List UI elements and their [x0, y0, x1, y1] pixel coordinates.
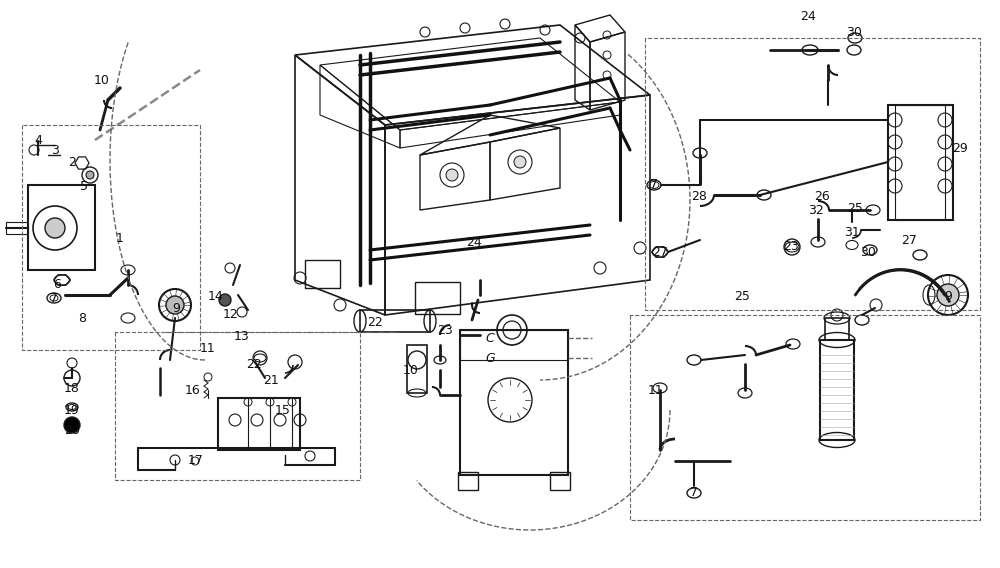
- Bar: [550, 472, 570, 490]
- Text: 18: 18: [64, 382, 80, 395]
- Circle shape: [446, 169, 458, 181]
- Text: 1: 1: [116, 232, 124, 244]
- Text: 22: 22: [246, 357, 262, 370]
- Bar: [460, 330, 568, 360]
- Text: 3: 3: [51, 144, 59, 157]
- Text: 27: 27: [652, 247, 668, 260]
- Text: 7: 7: [690, 486, 698, 499]
- Text: 2: 2: [68, 157, 76, 169]
- Text: 15: 15: [275, 403, 291, 416]
- Text: 25: 25: [734, 290, 750, 303]
- Text: 4: 4: [34, 135, 42, 148]
- Text: 9: 9: [944, 290, 952, 303]
- Text: 26: 26: [814, 190, 830, 203]
- Text: 24: 24: [466, 236, 482, 249]
- Text: 7: 7: [50, 291, 58, 304]
- Text: 19: 19: [64, 404, 80, 417]
- Circle shape: [166, 296, 184, 314]
- Text: 23: 23: [783, 240, 799, 253]
- Text: 6: 6: [53, 278, 61, 290]
- Bar: [305, 260, 340, 288]
- Text: 14: 14: [208, 290, 224, 303]
- Text: 20: 20: [64, 424, 80, 437]
- Bar: [460, 330, 568, 475]
- Circle shape: [219, 294, 231, 306]
- Text: 9: 9: [172, 302, 180, 315]
- Text: 8: 8: [78, 311, 86, 324]
- Text: 27: 27: [901, 235, 917, 248]
- Circle shape: [514, 156, 526, 168]
- Text: C: C: [486, 332, 494, 345]
- Bar: [6, 222, 28, 234]
- Text: 30: 30: [846, 27, 862, 40]
- Text: 17: 17: [188, 454, 204, 467]
- Text: 5: 5: [80, 179, 88, 193]
- Bar: [415, 282, 460, 314]
- Text: 22: 22: [367, 315, 383, 328]
- Text: 29: 29: [952, 143, 968, 156]
- Bar: [360, 310, 430, 332]
- Bar: [895, 105, 945, 220]
- Text: 23: 23: [437, 324, 453, 336]
- Text: 28: 28: [691, 190, 707, 203]
- Text: 11: 11: [648, 383, 664, 396]
- Circle shape: [937, 284, 959, 306]
- Bar: [888, 105, 953, 220]
- Circle shape: [86, 171, 94, 179]
- Text: 21: 21: [263, 374, 279, 387]
- Circle shape: [45, 218, 65, 238]
- Bar: [218, 398, 300, 450]
- Text: 7: 7: [650, 178, 658, 191]
- Circle shape: [64, 417, 80, 433]
- Bar: [825, 318, 849, 340]
- Text: 13: 13: [234, 331, 250, 344]
- Text: 30: 30: [860, 245, 876, 258]
- Text: 32: 32: [808, 204, 824, 218]
- Text: 10: 10: [94, 73, 110, 86]
- Text: 16: 16: [185, 383, 201, 396]
- Bar: [820, 340, 854, 440]
- Text: 25: 25: [847, 202, 863, 215]
- Text: 31: 31: [844, 225, 860, 239]
- Text: 11: 11: [200, 341, 216, 354]
- Text: 24: 24: [800, 10, 816, 23]
- Bar: [458, 472, 478, 490]
- Bar: [407, 345, 427, 393]
- Text: 12: 12: [223, 307, 239, 320]
- Text: 10: 10: [403, 365, 419, 378]
- Text: G: G: [485, 353, 495, 365]
